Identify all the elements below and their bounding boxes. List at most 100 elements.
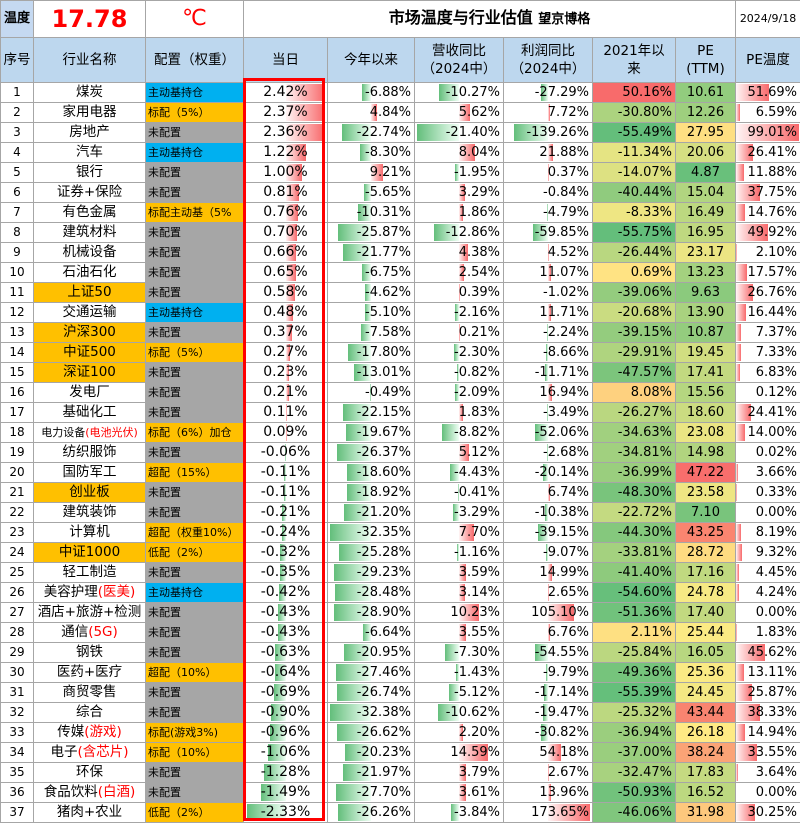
pe-temperature: 14.94% [736, 723, 800, 743]
column-header-text: 营收同比 [432, 43, 486, 59]
cell-value: 17.57% [747, 265, 797, 280]
industry-name-text: 建筑材料 [63, 224, 117, 240]
cell-value: -3.84% [454, 805, 500, 820]
ytd-change: -18.60% [328, 463, 415, 483]
ytd-change: -22.15% [328, 403, 415, 423]
since-2021: -51.36% [593, 603, 676, 623]
since-2021: 0.69% [593, 263, 676, 283]
today-change: 0.66% [244, 243, 328, 263]
row-index: 15 [1, 363, 34, 383]
row-index: 21 [1, 483, 34, 503]
industry-name-text: 轻工制造 [63, 564, 117, 580]
industry-name: 汽车 [34, 143, 146, 163]
pe-temperature: 99.01% [736, 123, 800, 143]
data-bar [736, 424, 745, 441]
industry-name-text: 建筑装饰 [63, 504, 117, 520]
pe-temperature: 0.12% [736, 383, 800, 403]
cell-value: -26.37% [357, 445, 411, 460]
column-header-text: (TTM) [686, 61, 724, 77]
cell-value: -26.74% [357, 685, 411, 700]
revenue-yoy: 1.86% [415, 203, 504, 223]
since-2021: -32.47% [593, 763, 676, 783]
ytd-change: -21.77% [328, 243, 415, 263]
industry-name-text: 国防军工 [63, 464, 117, 480]
allocation-cell: 标配（5%） [146, 103, 244, 123]
cell-value: 0.21% [459, 325, 500, 340]
cell-value: 26.41% [747, 145, 797, 160]
cell-value: 4.38% [459, 245, 500, 260]
today-change: -0.35% [244, 563, 328, 583]
cell-value: -5.65% [365, 185, 411, 200]
allocation-cell: 未配置 [146, 323, 244, 343]
today-change: 0.11% [244, 403, 328, 423]
today-change: -1.49% [244, 783, 328, 803]
revenue-yoy: -0.82% [415, 363, 504, 383]
cell-value: -28.48% [357, 585, 411, 600]
revenue-yoy: -0.41% [415, 483, 504, 503]
cell-value: -2.16% [454, 305, 500, 320]
revenue-yoy: -1.95% [415, 163, 504, 183]
cell-value: 3.14% [459, 585, 500, 600]
profit-yoy: -27.29% [504, 83, 593, 103]
ytd-change: -28.90% [328, 603, 415, 623]
revenue-yoy: 1.83% [415, 403, 504, 423]
pe-temperature: 4.45% [736, 563, 800, 583]
profit-yoy: 14.99% [504, 563, 593, 583]
cell-value: 5.12% [459, 445, 500, 460]
today-change: 2.36% [244, 123, 328, 143]
row-index: 36 [1, 783, 34, 803]
today-change: 0.81% [244, 183, 328, 203]
pe-temperature: 6.59% [736, 103, 800, 123]
since-2021: -26.27% [593, 403, 676, 423]
revenue-yoy: -2.16% [415, 303, 504, 323]
pe-ttm: 43.25 [676, 523, 736, 543]
pe-temperature: 51.69% [736, 83, 800, 103]
data-bar [736, 304, 746, 321]
cell-value: -9.79% [543, 665, 589, 680]
allocation-cell: 未配置 [146, 643, 244, 663]
cell-value: -8.66% [543, 345, 589, 360]
industry-name-text: 创业板 [69, 484, 110, 500]
data-bar [736, 544, 742, 561]
revenue-yoy: -2.30% [415, 343, 504, 363]
cell-value: 0.00% [756, 785, 797, 800]
cell-value: 0.23% [263, 364, 307, 380]
cell-value: 1.83% [459, 405, 500, 420]
allocation-cell: 未配置 [146, 503, 244, 523]
cell-value: -0.43% [261, 624, 311, 640]
cell-value: 4.52% [548, 245, 589, 260]
cell-value: -59.85% [535, 225, 589, 240]
data-bar [736, 724, 745, 741]
allocation-cell: 超配（10%） [146, 663, 244, 683]
industry-name: 中证1000 [34, 543, 146, 563]
row-index: 35 [1, 763, 34, 783]
industry-name-text: 酒店+旅游+检测 [38, 604, 142, 620]
cell-value: -139.26% [526, 125, 589, 140]
row-index: 37 [1, 803, 34, 823]
ytd-change: -18.92% [328, 483, 415, 503]
pe-ttm: 16.49 [676, 203, 736, 223]
revenue-yoy: 2.54% [415, 263, 504, 283]
profit-yoy: -20.14% [504, 463, 593, 483]
industry-name: 钢铁 [34, 643, 146, 663]
column-header-text: 来 [627, 61, 641, 77]
cell-value: 7.72% [548, 105, 589, 120]
cell-value: 0.00% [756, 605, 797, 620]
allocation-cell: 超配（权重10%） [146, 523, 244, 543]
industry-name: 家用电器 [34, 103, 146, 123]
column-header: 行业名称 [34, 38, 146, 83]
since-2021: -54.60% [593, 583, 676, 603]
revenue-yoy: -8.82% [415, 423, 504, 443]
pe-temperature: 3.64% [736, 763, 800, 783]
revenue-yoy: -1.43% [415, 663, 504, 683]
ytd-change: 4.84% [328, 103, 415, 123]
industry-name-text: 商贸零售 [63, 684, 117, 700]
column-header: 序号 [1, 38, 34, 83]
since-2021: -40.44% [593, 183, 676, 203]
sheet-title: 市场温度与行业估值 望京博格 [244, 1, 736, 38]
